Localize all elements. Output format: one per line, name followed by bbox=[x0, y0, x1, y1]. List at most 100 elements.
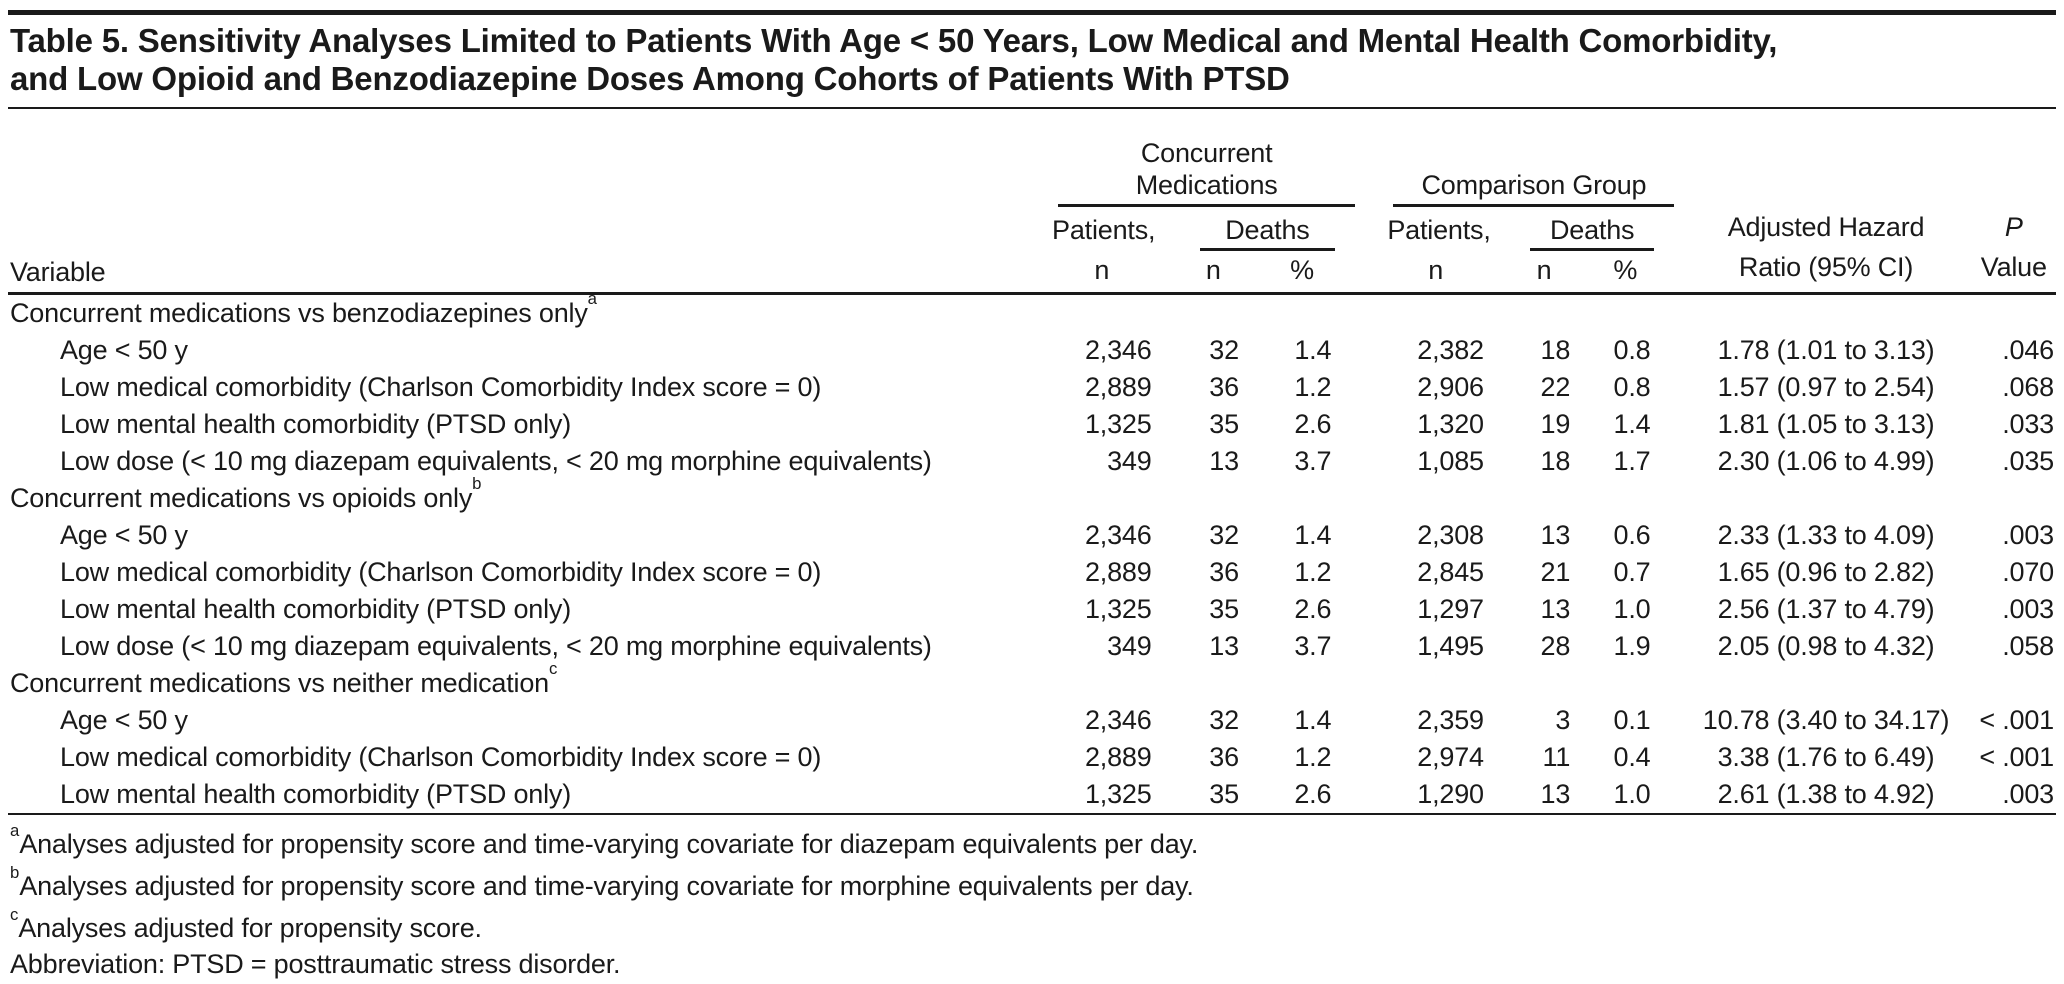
adjusted-hazard-ratio-cell: 10.78 (3.40 to 34.17) bbox=[1702, 704, 1950, 735]
subheader-cm-deaths-n: n bbox=[1205, 254, 1221, 285]
p-value-cell: .003 bbox=[2002, 778, 2054, 809]
variable-cell: Low dose (< 10 mg diazepam equivalents, … bbox=[60, 445, 932, 476]
cm-deaths-n-cell: 13 bbox=[1209, 630, 1239, 661]
table-row: Low mental health comorbidity (PTSD only… bbox=[8, 406, 2056, 443]
cg-deaths-pct-cell: 1.7 bbox=[1613, 445, 1651, 476]
subheader-cm-deaths-pct: % bbox=[1290, 254, 1314, 285]
variable-cell: Low mental health comorbidity (PTSD only… bbox=[60, 593, 572, 624]
cg-deaths-n-cell: 18 bbox=[1540, 445, 1571, 476]
table-row: Age < 50 y 2,346 32 1.4 2,359 3 0.1 10.78 (3.40… bbox=[8, 702, 2056, 739]
subheader-cg-patients-n: n bbox=[1428, 254, 1444, 285]
column-header-cg-patients: Patients, bbox=[1387, 215, 1491, 245]
cm-patients-n-cell: 1,325 bbox=[1084, 408, 1152, 439]
spacer-cell bbox=[1361, 739, 1387, 776]
cm-deaths-n-cell: 35 bbox=[1209, 408, 1239, 439]
table-header: Variable Concurrent Medications Comparis… bbox=[8, 109, 2056, 293]
cg-deaths-n-cell: 13 bbox=[1540, 519, 1571, 550]
cg-deaths-n-cell: 3 bbox=[1555, 704, 1571, 735]
cg-deaths-n-cell: 13 bbox=[1540, 593, 1571, 624]
footnote-marker: a bbox=[10, 820, 20, 840]
spacer-cell bbox=[1361, 554, 1387, 591]
cg-patients-n-cell: 2,974 bbox=[1417, 741, 1484, 772]
spacer-cell bbox=[1361, 406, 1387, 443]
table-row: Low medical comorbidity (Charlson Comorb… bbox=[8, 554, 2056, 591]
cm-deaths-n-cell: 35 bbox=[1209, 593, 1239, 624]
adjusted-hazard-ratio-cell: 2.56 (1.37 to 4.79) bbox=[1717, 593, 1935, 624]
section-row: Concurrent medications vs neither medica… bbox=[8, 659, 2056, 702]
p-header-line1: P bbox=[2004, 211, 2023, 242]
section-marker: b bbox=[472, 474, 482, 494]
cg-deaths-pct-cell: 1.0 bbox=[1613, 593, 1651, 624]
spacer-cell bbox=[1361, 369, 1387, 406]
cm-patients-n-cell: 349 bbox=[1107, 630, 1152, 661]
cg-deaths-n-cell: 11 bbox=[1542, 741, 1571, 772]
cg-patients-n-cell: 1,495 bbox=[1417, 630, 1484, 661]
cg-deaths-pct-cell: 1.9 bbox=[1613, 630, 1651, 661]
cg-deaths-pct-cell: 1.0 bbox=[1613, 778, 1651, 809]
variable-cell: Low medical comorbidity (Charlson Comorb… bbox=[60, 741, 822, 772]
cm-deaths-pct-cell: 2.6 bbox=[1294, 408, 1332, 439]
cm-deaths-n-cell: 36 bbox=[1209, 556, 1239, 587]
variable-cell: Low dose (< 10 mg diazepam equivalents, … bbox=[60, 630, 932, 661]
cg-deaths-pct-cell: 0.4 bbox=[1613, 741, 1651, 772]
variable-cell: Low medical comorbidity (Charlson Comorb… bbox=[60, 556, 822, 587]
cm-deaths-pct-cell: 2.6 bbox=[1294, 778, 1332, 809]
cg-patients-n-cell: 2,906 bbox=[1417, 371, 1484, 402]
group-comparison-label: Comparison Group bbox=[1421, 170, 1647, 200]
footnote-line: bAnalyses adjusted for propensity score … bbox=[10, 862, 1194, 901]
table-body: Concurrent medications vs benzodiazepine… bbox=[8, 289, 2056, 814]
footnote-line: cAnalyses adjusted for propensity score. bbox=[10, 904, 482, 943]
cg-patients-n-cell: 2,382 bbox=[1417, 334, 1484, 365]
cm-deaths-pct-cell: 1.2 bbox=[1294, 371, 1332, 402]
table-row: Low medical comorbidity (Charlson Comorb… bbox=[8, 369, 2056, 406]
table-row: Low medical comorbidity (Charlson Comorb… bbox=[8, 739, 2056, 776]
adjusted-hazard-ratio-cell: 2.05 (0.98 to 4.32) bbox=[1717, 630, 1935, 661]
cg-deaths-pct-cell: 0.8 bbox=[1613, 371, 1651, 402]
spacer-cell bbox=[1361, 776, 1387, 814]
adjusted-hazard-ratio-cell: 3.38 (1.76 to 6.49) bbox=[1717, 741, 1935, 772]
cg-patients-n-cell: 2,845 bbox=[1417, 556, 1484, 587]
table-title-line1: Table 5. Sensitivity Analyses Limited to… bbox=[10, 22, 1778, 59]
group-concurrent-line2: Medications bbox=[1135, 170, 1278, 200]
cm-patients-n-cell: 2,889 bbox=[1084, 741, 1152, 772]
spacer-cell bbox=[1361, 702, 1387, 739]
cm-deaths-pct-cell: 1.2 bbox=[1294, 556, 1332, 587]
table-row: Age < 50 y 2,346 32 1.4 2,308 13 0.6 2.33 (1.33… bbox=[8, 517, 2056, 554]
table-title-line2: and Low Opioid and Benzodiazepine Doses … bbox=[10, 60, 1290, 97]
cm-patients-n-cell: 2,346 bbox=[1084, 334, 1152, 365]
ahr-header-line2: Ratio (95% CI) bbox=[1738, 251, 1914, 282]
cm-deaths-n-cell: 36 bbox=[1209, 741, 1239, 772]
cm-deaths-pct-cell: 1.4 bbox=[1294, 334, 1332, 365]
cg-patients-n-cell: 2,308 bbox=[1417, 519, 1484, 550]
cm-patients-n-cell: 1,325 bbox=[1084, 778, 1152, 809]
column-header-cm-deaths: Deaths bbox=[1188, 207, 1362, 251]
subheader-cg-deaths-pct: % bbox=[1613, 254, 1638, 285]
variable-cell: Age < 50 y bbox=[60, 704, 188, 735]
variable-cell: Low mental health comorbidity (PTSD only… bbox=[60, 408, 572, 439]
cm-patients-n-cell: 2,889 bbox=[1084, 556, 1152, 587]
cm-deaths-pct-cell: 1.4 bbox=[1294, 704, 1332, 735]
column-header-adjusted-hazard-ratio: Adjusted Hazard Ratio (95% CI) bbox=[1680, 109, 1971, 293]
table-row: Age < 50 y 2,346 32 1.4 2,382 18 0.8 1.78 (1.01… bbox=[8, 332, 2056, 369]
footnote-marker: c bbox=[10, 904, 19, 924]
cg-deaths-pct-cell: 0.1 bbox=[1613, 704, 1651, 735]
cg-deaths-n-cell: 13 bbox=[1540, 778, 1571, 809]
adjusted-hazard-ratio-cell: 1.57 (0.97 to 2.54) bbox=[1717, 371, 1935, 402]
p-value-cell: < .001 bbox=[1979, 704, 2054, 735]
section-row: Concurrent medications vs benzodiazepine… bbox=[8, 289, 2056, 332]
cm-deaths-n-cell: 32 bbox=[1209, 704, 1239, 735]
cg-deaths-n-cell: 22 bbox=[1540, 371, 1571, 402]
cm-patients-n-cell: 349 bbox=[1107, 445, 1152, 476]
cm-deaths-n-cell: 13 bbox=[1209, 445, 1239, 476]
cm-patients-n-cell: 2,346 bbox=[1084, 704, 1152, 735]
group-concurrent-line1: Concurrent bbox=[1140, 138, 1273, 168]
spacer-cell bbox=[1361, 109, 1387, 293]
adjusted-hazard-ratio-cell: 1.78 (1.01 to 3.13) bbox=[1717, 334, 1935, 365]
adjusted-hazard-ratio-cell: 1.81 (1.05 to 3.13) bbox=[1717, 408, 1935, 439]
spacer-cell bbox=[1361, 517, 1387, 554]
cm-patients-n-cell: 2,346 bbox=[1084, 519, 1152, 550]
p-value-cell: .058 bbox=[2002, 630, 2054, 661]
cm-deaths-n-cell: 36 bbox=[1209, 371, 1239, 402]
cm-patients-n-cell: 1,325 bbox=[1084, 593, 1152, 624]
variable-cell: Age < 50 y bbox=[60, 519, 188, 550]
